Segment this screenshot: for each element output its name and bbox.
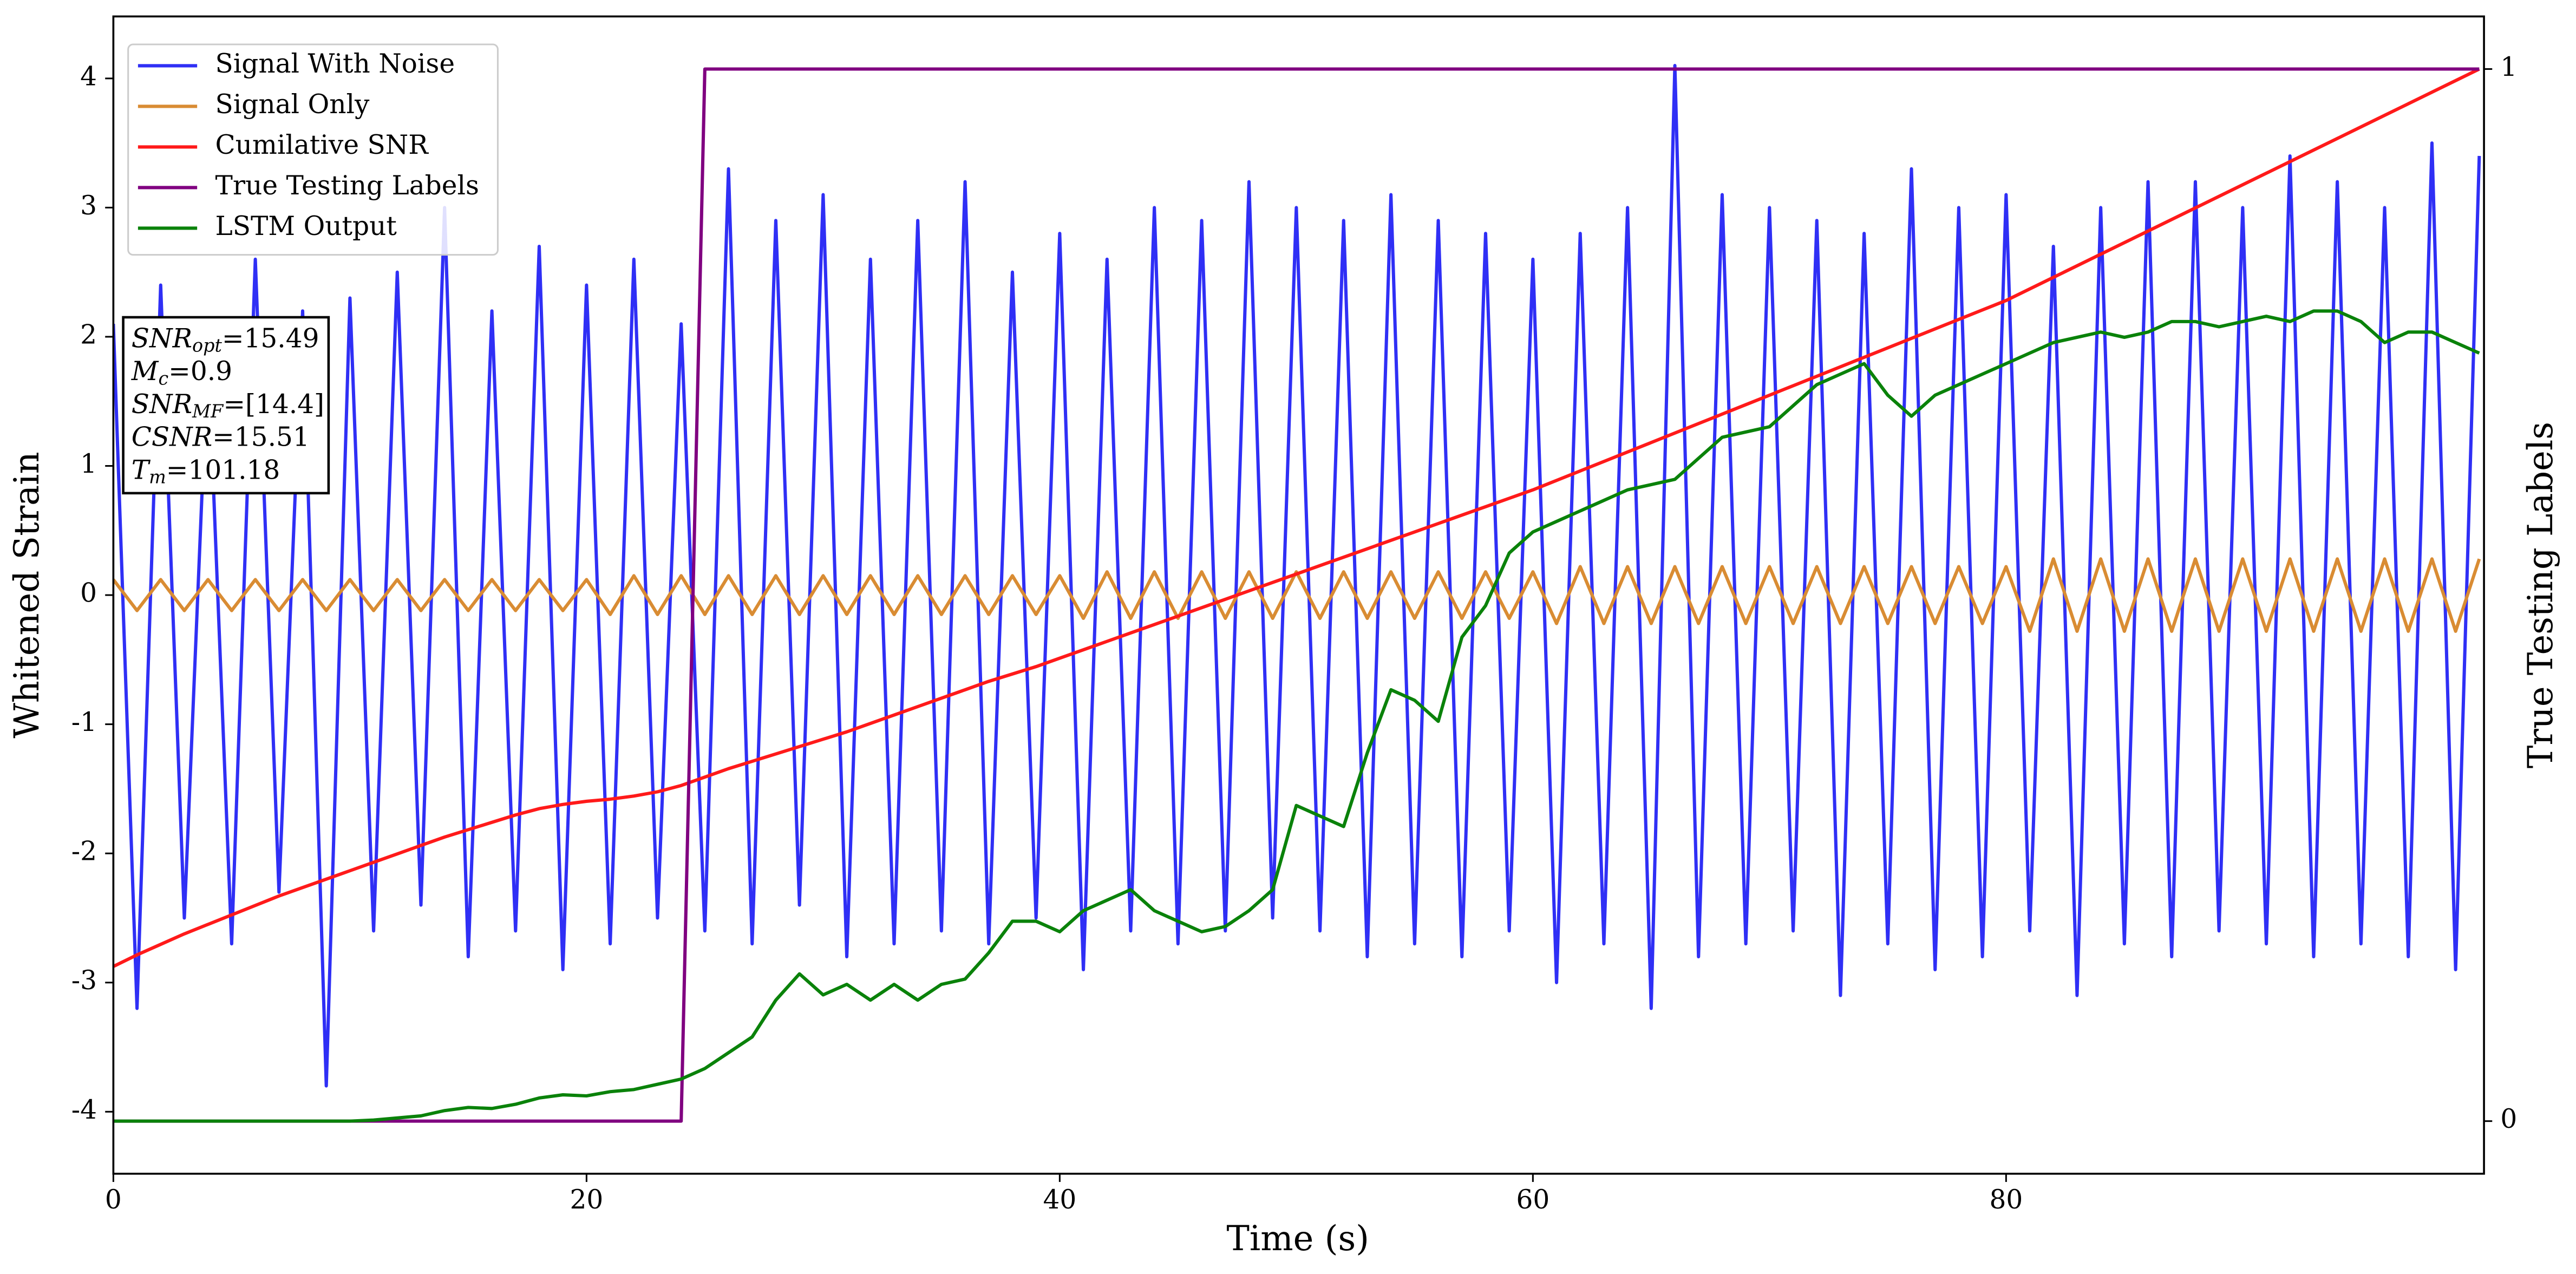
annotation-value: =15.49 (222, 323, 319, 354)
x-tick-label: 80 (1989, 1185, 2023, 1215)
series-line (113, 67, 2480, 968)
x-tick-label: 0 (105, 1185, 122, 1215)
x-axis-label: Time (s) (1226, 1219, 1369, 1259)
y-axis-label: Whitened Strain (7, 452, 47, 738)
annotation-subscript: c (158, 368, 168, 389)
y2-axis-label: True Testing Labels (2521, 422, 2561, 768)
y-tick-label: 1 (80, 449, 97, 479)
annotation: Tm=101.18 (132, 455, 280, 488)
y-tick-label: 3 (80, 191, 97, 221)
annotation-value: =101.18 (166, 455, 280, 485)
legend-box (127, 43, 499, 256)
legend-label: Signal With Noise (215, 49, 455, 79)
series-line (113, 309, 2480, 1123)
annotation-value: =15.51 (212, 422, 310, 452)
y-tick-label: -4 (71, 1095, 97, 1125)
annotation-name: M (131, 356, 159, 387)
legend-label: LSTM Output (215, 211, 397, 241)
annotation-name: CSNR (132, 422, 212, 452)
x-tick-label: 20 (570, 1185, 603, 1215)
annotation-subscript: opt (192, 335, 222, 356)
x-tick-label: 40 (1043, 1185, 1076, 1215)
annotation: Mc=0.9 (131, 356, 232, 389)
y2-tick-label: 0 (2500, 1104, 2517, 1134)
annotation-subscript: MF (192, 401, 224, 422)
annotation: SNRopt=15.49 (132, 323, 319, 356)
y-tick-label: -3 (71, 965, 97, 996)
annotation-name: SNR (132, 389, 192, 419)
y2-tick-label: 1 (2500, 52, 2517, 82)
y-tick-label: 4 (80, 61, 97, 92)
y-tick-label: -2 (71, 837, 97, 867)
annotation: CSNR=15.51 (132, 422, 310, 452)
series-line (113, 557, 2481, 633)
annotation: SNRMF=[14.4] (132, 389, 324, 422)
y-tick-label: -1 (71, 707, 97, 737)
legend-label: True Testing Labels (215, 171, 479, 201)
series-line (113, 63, 2481, 1088)
x-tick-label: 60 (1516, 1185, 1549, 1215)
series-line (113, 67, 2480, 1123)
annotation-box (122, 316, 330, 495)
annotation-value: =0.9 (168, 356, 232, 387)
annotation-subscript: m (149, 467, 166, 488)
legend-label: Signal Only (215, 89, 370, 120)
annotation-value: =[14.4] (223, 389, 324, 419)
y-tick-label: 0 (80, 578, 97, 609)
annotation-name: SNR (132, 323, 192, 354)
legend-label: Cumilative SNR (215, 130, 429, 160)
y-tick-label: 2 (80, 319, 97, 350)
annotation-name: T (132, 455, 151, 485)
